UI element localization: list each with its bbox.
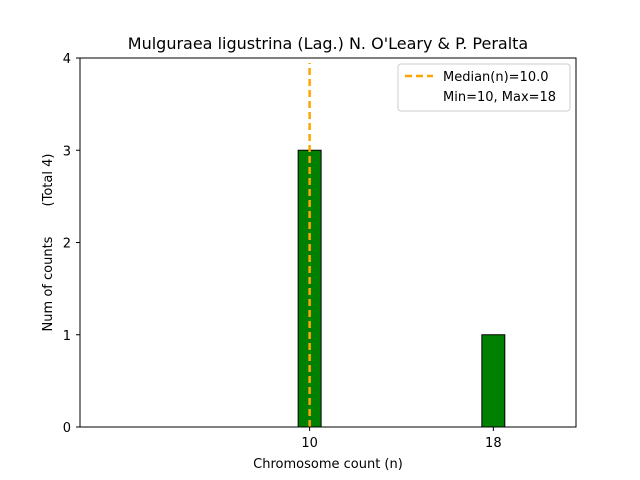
x-tick-label: 18	[485, 436, 502, 451]
legend-box	[397, 63, 571, 112]
x-axis-label: Chromosome count (n)	[253, 457, 403, 472]
legend-entry-median: Median(n)=10.0	[443, 70, 549, 85]
legend: Median(n)=10.0 Min=10, Max=18	[397, 63, 571, 112]
y-axis-total-note: (Total 4)	[41, 154, 56, 207]
y-tick-label: 0	[63, 421, 71, 436]
y-axis-label: Num of counts	[41, 236, 56, 331]
y-tick-label: 3	[63, 144, 71, 159]
x-tick-label: 10	[301, 436, 318, 451]
chart-title: Mulguraea ligustrina (Lag.) N. O'Leary &…	[128, 34, 528, 53]
y-tick-label: 2	[63, 237, 71, 252]
bars-group	[297, 149, 506, 428]
y-tick-label: 1	[63, 329, 71, 344]
y-tick-label: 4	[63, 52, 71, 67]
bar-n-18	[481, 334, 506, 428]
x-axis-ticks: 10 18	[301, 427, 502, 451]
legend-entry-minmax: Min=10, Max=18	[443, 90, 556, 105]
y-axis-ticks: 0 1 2 3 4	[63, 52, 80, 436]
